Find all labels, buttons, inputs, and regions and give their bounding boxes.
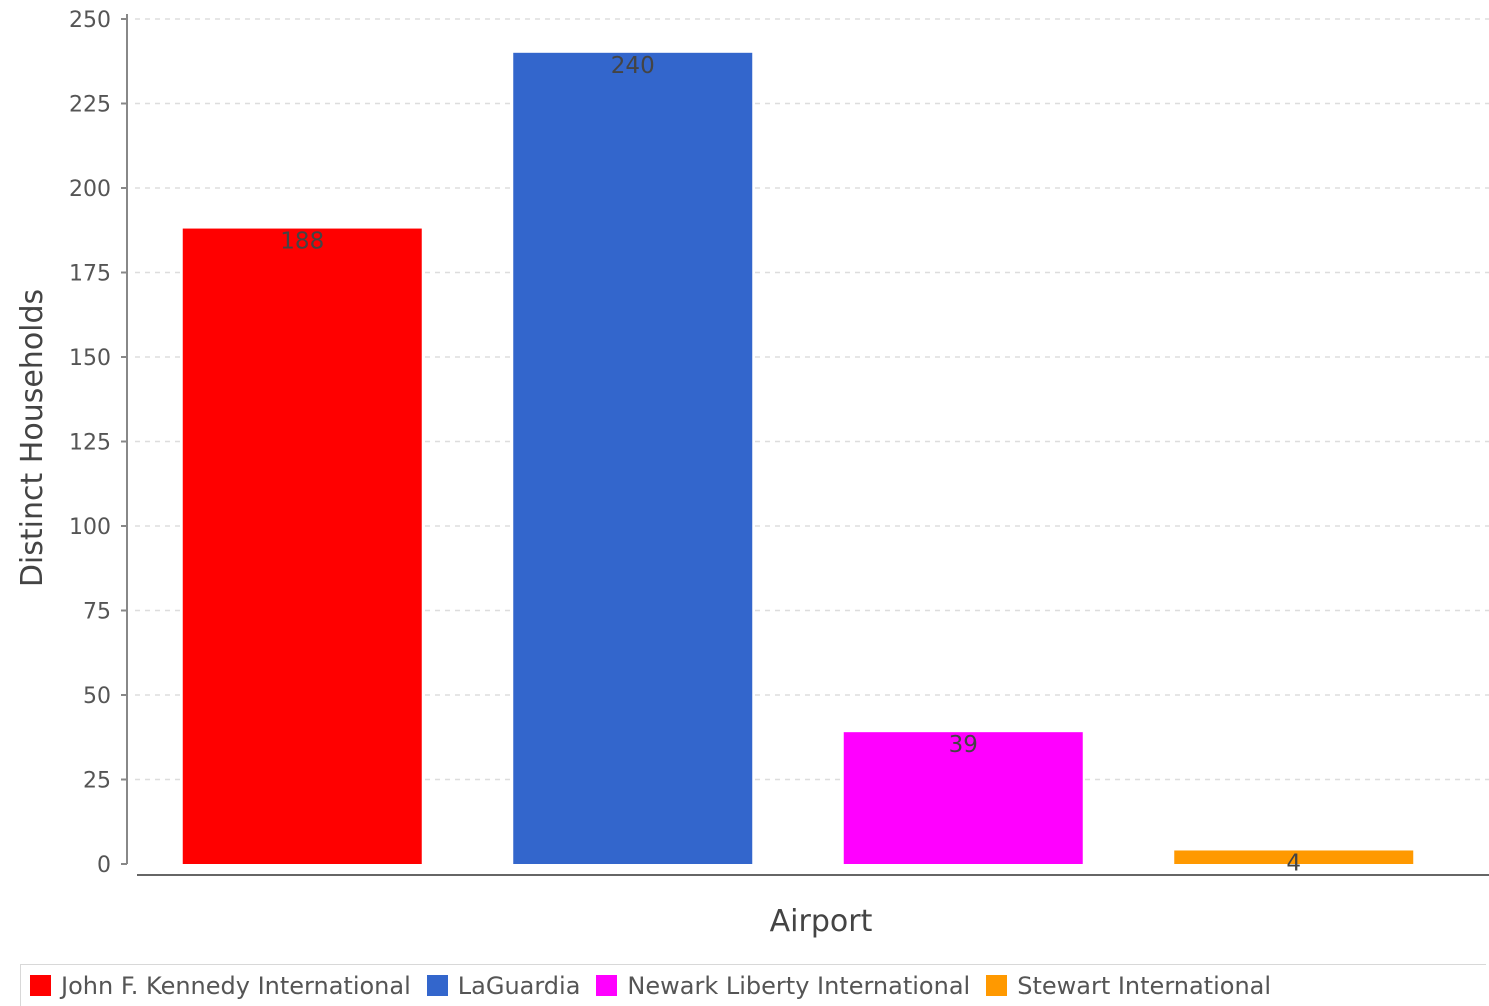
y-tick-label: 200 bbox=[69, 177, 111, 202]
legend-item[interactable]: Stewart International bbox=[986, 972, 1271, 1000]
data-labels: 188 240 39 4 bbox=[280, 53, 1301, 877]
bar-value-label: 240 bbox=[611, 53, 655, 79]
legend-swatch bbox=[986, 975, 1008, 996]
y-tick-label: 0 bbox=[97, 853, 111, 878]
y-tick-label: 250 bbox=[69, 8, 111, 33]
legend-swatch bbox=[426, 975, 448, 996]
legend-label: LaGuardia bbox=[457, 971, 581, 1000]
bar-value-label: 4 bbox=[1286, 850, 1301, 876]
legend-swatch bbox=[596, 975, 618, 996]
legend-label: Stewart International bbox=[1017, 971, 1272, 1000]
y-tick-label: 150 bbox=[69, 346, 111, 371]
legend-label: John F. Kennedy International bbox=[61, 971, 411, 1000]
bar-chart: 0 25 50 75 100 125 150 175 200 225 250 188 240 39 4 D… bbox=[15, 8, 1489, 939]
y-tick-label: 175 bbox=[69, 262, 111, 287]
legend-swatch bbox=[30, 975, 51, 996]
bar-value-label: 39 bbox=[949, 732, 978, 758]
legend-item[interactable]: Newark Liberty International bbox=[596, 972, 970, 1000]
bar[interactable] bbox=[182, 228, 422, 864]
bars bbox=[182, 52, 1414, 865]
bar[interactable] bbox=[843, 732, 1083, 864]
legend-item[interactable]: LaGuardia bbox=[426, 971, 581, 1000]
y-tick-label: 125 bbox=[69, 431, 111, 456]
x-axis-title: Airport bbox=[770, 904, 873, 939]
y-axis-ticks: 0 25 50 75 100 125 150 175 200 225 250 bbox=[69, 8, 127, 878]
y-tick-label: 25 bbox=[83, 769, 111, 794]
bar[interactable] bbox=[513, 52, 753, 865]
chart-legend: John F. Kennedy International LaGuardia Ne… bbox=[20, 964, 1486, 1006]
y-axis-title: Distinct Households bbox=[15, 289, 50, 587]
y-tick-label: 75 bbox=[83, 600, 111, 625]
y-tick-label: 225 bbox=[69, 93, 111, 118]
y-tick-label: 100 bbox=[69, 515, 111, 540]
bar[interactable] bbox=[1174, 850, 1414, 864]
legend-label: Newark Liberty International bbox=[627, 971, 971, 1000]
legend-item[interactable]: John F. Kennedy International bbox=[30, 972, 411, 1000]
y-tick-label: 50 bbox=[83, 684, 111, 709]
bar-value-label: 188 bbox=[280, 229, 324, 255]
